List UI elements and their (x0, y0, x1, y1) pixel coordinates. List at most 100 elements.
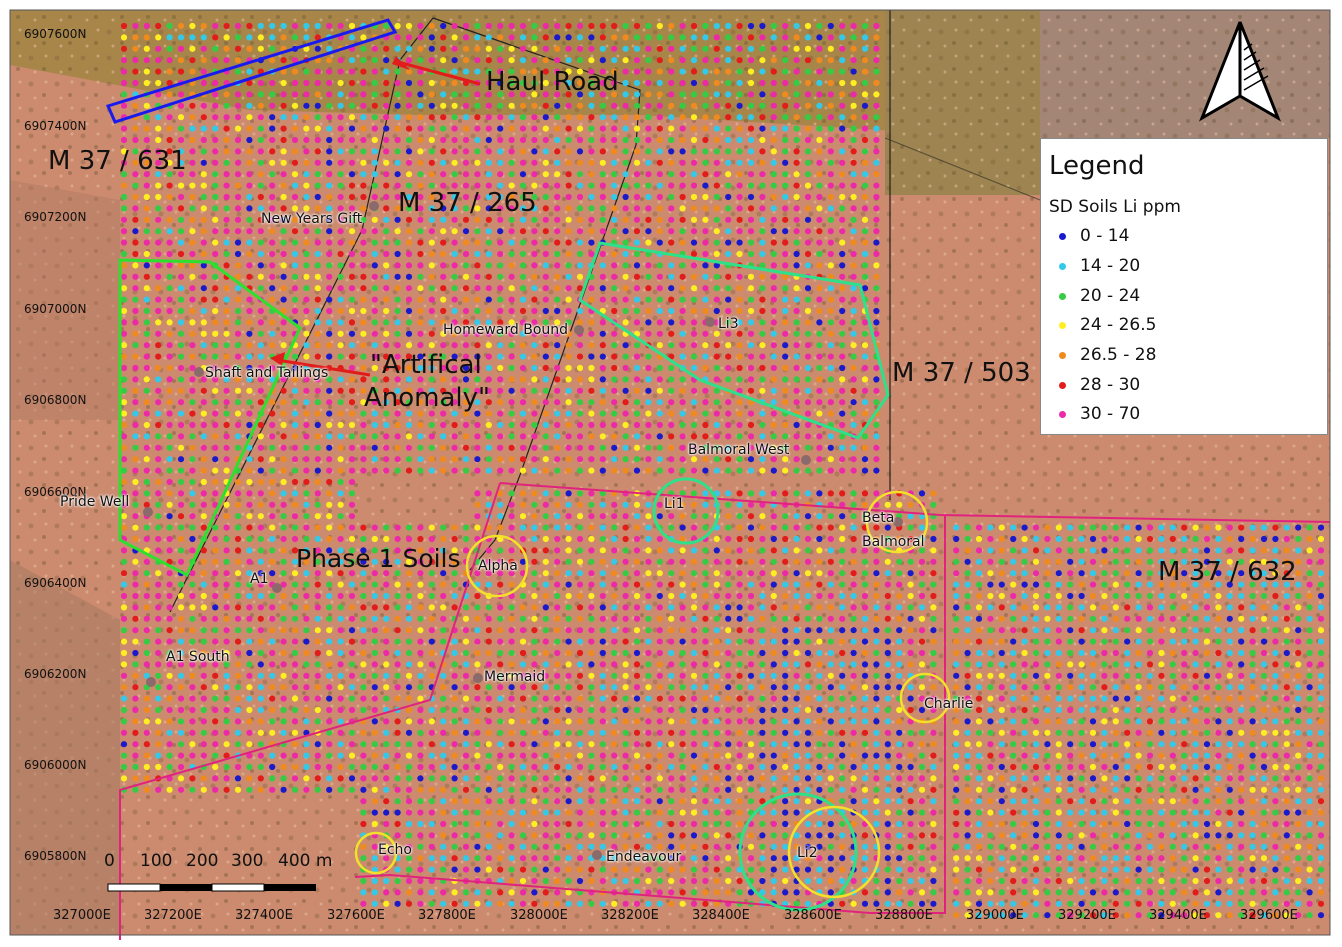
sample-dot (223, 729, 230, 736)
sample-dot (542, 558, 549, 565)
sample-dot (348, 250, 356, 258)
sample-dot (417, 672, 424, 679)
sample-dot (736, 649, 743, 657)
sample-dot (565, 649, 572, 657)
sample-dot (713, 421, 720, 429)
sample-dot (462, 855, 470, 862)
sample-dot (873, 114, 880, 121)
sample-dot (542, 250, 549, 258)
sample-dot (303, 148, 310, 155)
sample-dot (690, 410, 698, 417)
sample-dot (839, 729, 846, 736)
sample-dot (132, 79, 139, 87)
sample-dot (189, 216, 196, 223)
sample-dot (713, 410, 720, 417)
sample-dot (497, 102, 504, 109)
sample-dot (873, 456, 880, 463)
sample-dot (120, 558, 128, 565)
sample-dot (177, 684, 185, 691)
sample-dot (246, 193, 253, 201)
sample-dot (770, 855, 777, 862)
sample-dot (474, 364, 481, 372)
sample-dot (428, 399, 435, 406)
sample-dot (234, 262, 242, 269)
sample-dot (839, 718, 846, 725)
sample-dot (645, 866, 652, 873)
sample-dot (599, 353, 606, 360)
sample-dot (223, 558, 230, 565)
sample-dot (405, 866, 413, 873)
sample-dot (326, 478, 333, 486)
sample-dot (383, 45, 390, 52)
sample-dot (200, 125, 207, 132)
sample-dot (143, 638, 150, 645)
sample-dot (223, 182, 230, 189)
sample-dot (576, 592, 584, 600)
sample-dot (257, 490, 264, 497)
sample-dot (850, 376, 857, 383)
sample-dot (371, 102, 378, 109)
sample-dot (759, 353, 766, 360)
sample-dot (143, 433, 150, 440)
sample-dot (360, 319, 367, 326)
sample-dot (280, 501, 287, 508)
sample-dot (223, 456, 230, 463)
sample-dot (645, 228, 652, 235)
sample-dot (747, 34, 755, 41)
sample-dot (440, 125, 447, 132)
sample-dot (542, 319, 549, 326)
sample-dot (348, 467, 356, 474)
sample-dot (565, 250, 572, 258)
sample-dot (645, 684, 652, 691)
sample-dot (474, 22, 481, 30)
sample-dot (690, 604, 698, 611)
sample-dot (132, 513, 139, 520)
sample-dot (394, 159, 401, 166)
sample-dot (337, 307, 344, 315)
sample-dot (223, 775, 230, 782)
sample-dot (166, 125, 173, 132)
sample-dot (599, 182, 606, 189)
sample-dot (645, 285, 652, 292)
sample-dot (326, 216, 333, 223)
sample-dot (554, 159, 561, 166)
sample-dot (326, 490, 333, 497)
sample-dot (508, 661, 515, 668)
sample-dot (497, 615, 504, 622)
sample-dot (291, 478, 299, 486)
sample-dot (348, 524, 356, 531)
sample-dot (348, 706, 356, 714)
sample-dot (633, 547, 641, 554)
sample-dot (212, 22, 219, 30)
sample-dot (314, 421, 321, 429)
sample-dot (816, 330, 823, 337)
sample-dot (212, 376, 219, 383)
sample-dot (314, 706, 321, 714)
sample-dot (451, 433, 458, 440)
sample-dot (576, 855, 584, 862)
sample-dot (668, 763, 675, 771)
sample-dot (861, 239, 869, 246)
sample-dot (212, 615, 219, 622)
sample-dot (759, 285, 766, 292)
sample-dot (816, 547, 823, 554)
sample-dot (497, 34, 504, 41)
sample-dot (485, 171, 492, 178)
sample-dot (884, 798, 891, 805)
sample-dot (280, 148, 287, 155)
sample-dot (337, 570, 344, 577)
sample-dot (508, 410, 515, 417)
sample-dot (531, 558, 538, 565)
sample-dot (132, 171, 139, 178)
sample-dot (588, 866, 595, 873)
sample-dot (782, 171, 789, 178)
sample-dot (622, 706, 629, 714)
sample-dot (383, 604, 390, 611)
sample-dot (611, 855, 618, 862)
sample-dot (839, 399, 846, 406)
sample-dot (326, 114, 333, 121)
sample-dot (212, 273, 219, 280)
sample-dot (257, 467, 264, 474)
sample-dot (576, 718, 584, 725)
sample-dot (451, 387, 458, 394)
